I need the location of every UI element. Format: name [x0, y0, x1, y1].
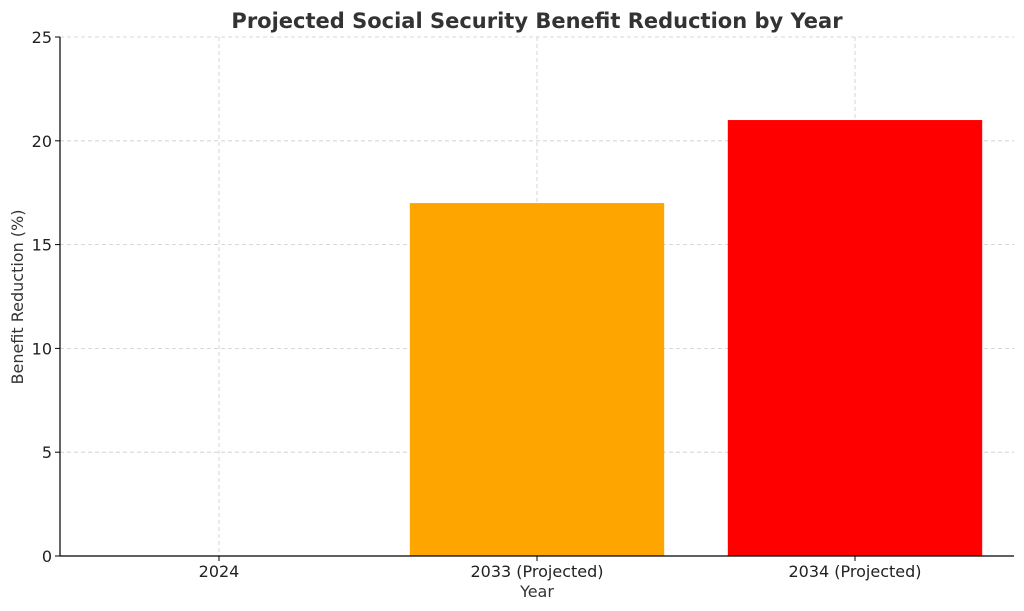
x-axis-label: Year — [519, 582, 554, 601]
x-ticks: 2024 2033 (Projected) 2034 (Projected) — [199, 556, 922, 581]
y-tick-label: 5 — [42, 443, 52, 462]
y-ticks: 0 5 10 15 20 25 — [32, 28, 60, 566]
y-tick-label: 15 — [32, 236, 52, 255]
bar — [409, 203, 665, 556]
y-tick-label: 0 — [42, 547, 52, 566]
y-tick-label: 25 — [32, 28, 52, 47]
x-tick-label: 2034 (Projected) — [788, 562, 921, 581]
x-tick-label: 2033 (Projected) — [470, 562, 603, 581]
bar — [727, 120, 983, 556]
y-axis-label: Benefit Reduction (%) — [8, 210, 27, 385]
x-tick-label: 2024 — [199, 562, 240, 581]
bars — [409, 120, 983, 556]
y-tick-label: 20 — [32, 132, 52, 151]
chart-title: Projected Social Security Benefit Reduct… — [231, 9, 843, 33]
y-tick-label: 10 — [32, 339, 52, 358]
